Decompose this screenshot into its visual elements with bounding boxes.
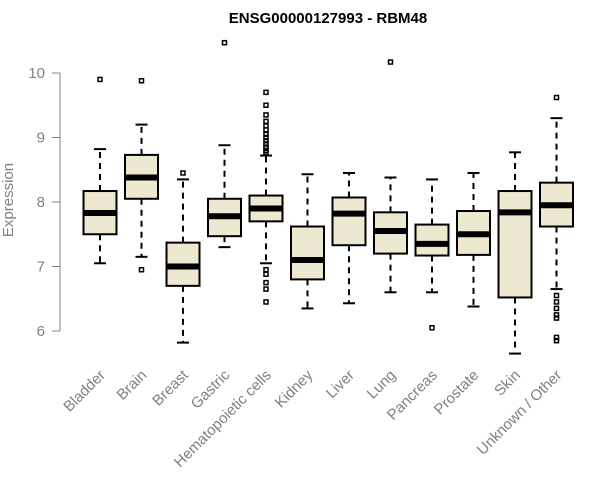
outlier-point — [263, 271, 269, 277]
box-group — [207, 39, 242, 249]
x-tick-label: Kidney — [272, 366, 317, 411]
outlier-point — [553, 337, 560, 344]
box-group — [373, 59, 408, 294]
outlier-point — [263, 299, 269, 305]
x-tick-label: Brain — [114, 367, 151, 404]
box — [331, 196, 367, 247]
box-group — [497, 151, 533, 355]
outlier-point — [553, 312, 560, 318]
outlier-point — [263, 112, 269, 118]
y-tick-label: 10 — [28, 65, 45, 82]
outlier-point — [263, 131, 269, 138]
outlier-point — [221, 39, 228, 46]
x-tick-label: Skin — [491, 367, 524, 400]
x-tick-label: Bladder — [60, 367, 109, 416]
outlier-point — [553, 334, 560, 341]
outlier-point — [263, 144, 269, 150]
x-tick-label: Lung — [364, 367, 400, 403]
box-group — [331, 171, 367, 305]
outlier-point — [263, 149, 269, 156]
x-tick-label: Prostate — [431, 367, 483, 419]
outlier-point — [263, 102, 269, 108]
outlier-point — [553, 305, 560, 312]
box-group — [539, 94, 574, 344]
box — [290, 225, 325, 281]
y-tick-label: 7 — [37, 259, 45, 276]
box-group — [248, 89, 284, 305]
box-group — [456, 171, 491, 308]
outlier-point — [263, 141, 269, 147]
y-axis-title: Expression — [0, 163, 17, 237]
outlier-point — [263, 279, 269, 286]
outlier-point — [263, 118, 269, 125]
y-axis: 6 7 8 9 10 — [28, 65, 61, 340]
outlier-point — [263, 134, 269, 141]
outlier-point — [138, 77, 145, 84]
outlier-point — [180, 170, 186, 176]
box-group — [290, 173, 325, 310]
boxes — [82, 39, 574, 355]
outlier-point — [138, 266, 145, 273]
outlier-point — [263, 266, 269, 273]
y-tick-label: 6 — [37, 323, 45, 340]
box-group — [165, 170, 201, 344]
outlier-point — [553, 292, 560, 299]
box-group — [82, 76, 118, 265]
y-tick-label: 8 — [37, 194, 45, 211]
outlier-point — [263, 286, 269, 292]
outlier-point — [97, 76, 103, 83]
box-group — [124, 77, 159, 273]
outlier-point — [429, 325, 435, 331]
outlier-point — [263, 137, 269, 144]
outlier-point — [553, 94, 560, 101]
outlier-point — [387, 59, 394, 65]
box-group — [414, 178, 450, 331]
outlier-point — [553, 315, 560, 321]
chart-title: ENSG00000127993 - RBM48 — [229, 10, 427, 27]
outlier-point — [553, 299, 560, 305]
outlier-point — [263, 89, 269, 96]
box — [414, 223, 450, 257]
x-tick-label: Liver — [323, 367, 358, 402]
outlier-point — [263, 127, 269, 133]
x-tick-label: Breast — [149, 366, 192, 409]
y-tick-label: 9 — [37, 130, 45, 147]
box — [497, 190, 533, 299]
